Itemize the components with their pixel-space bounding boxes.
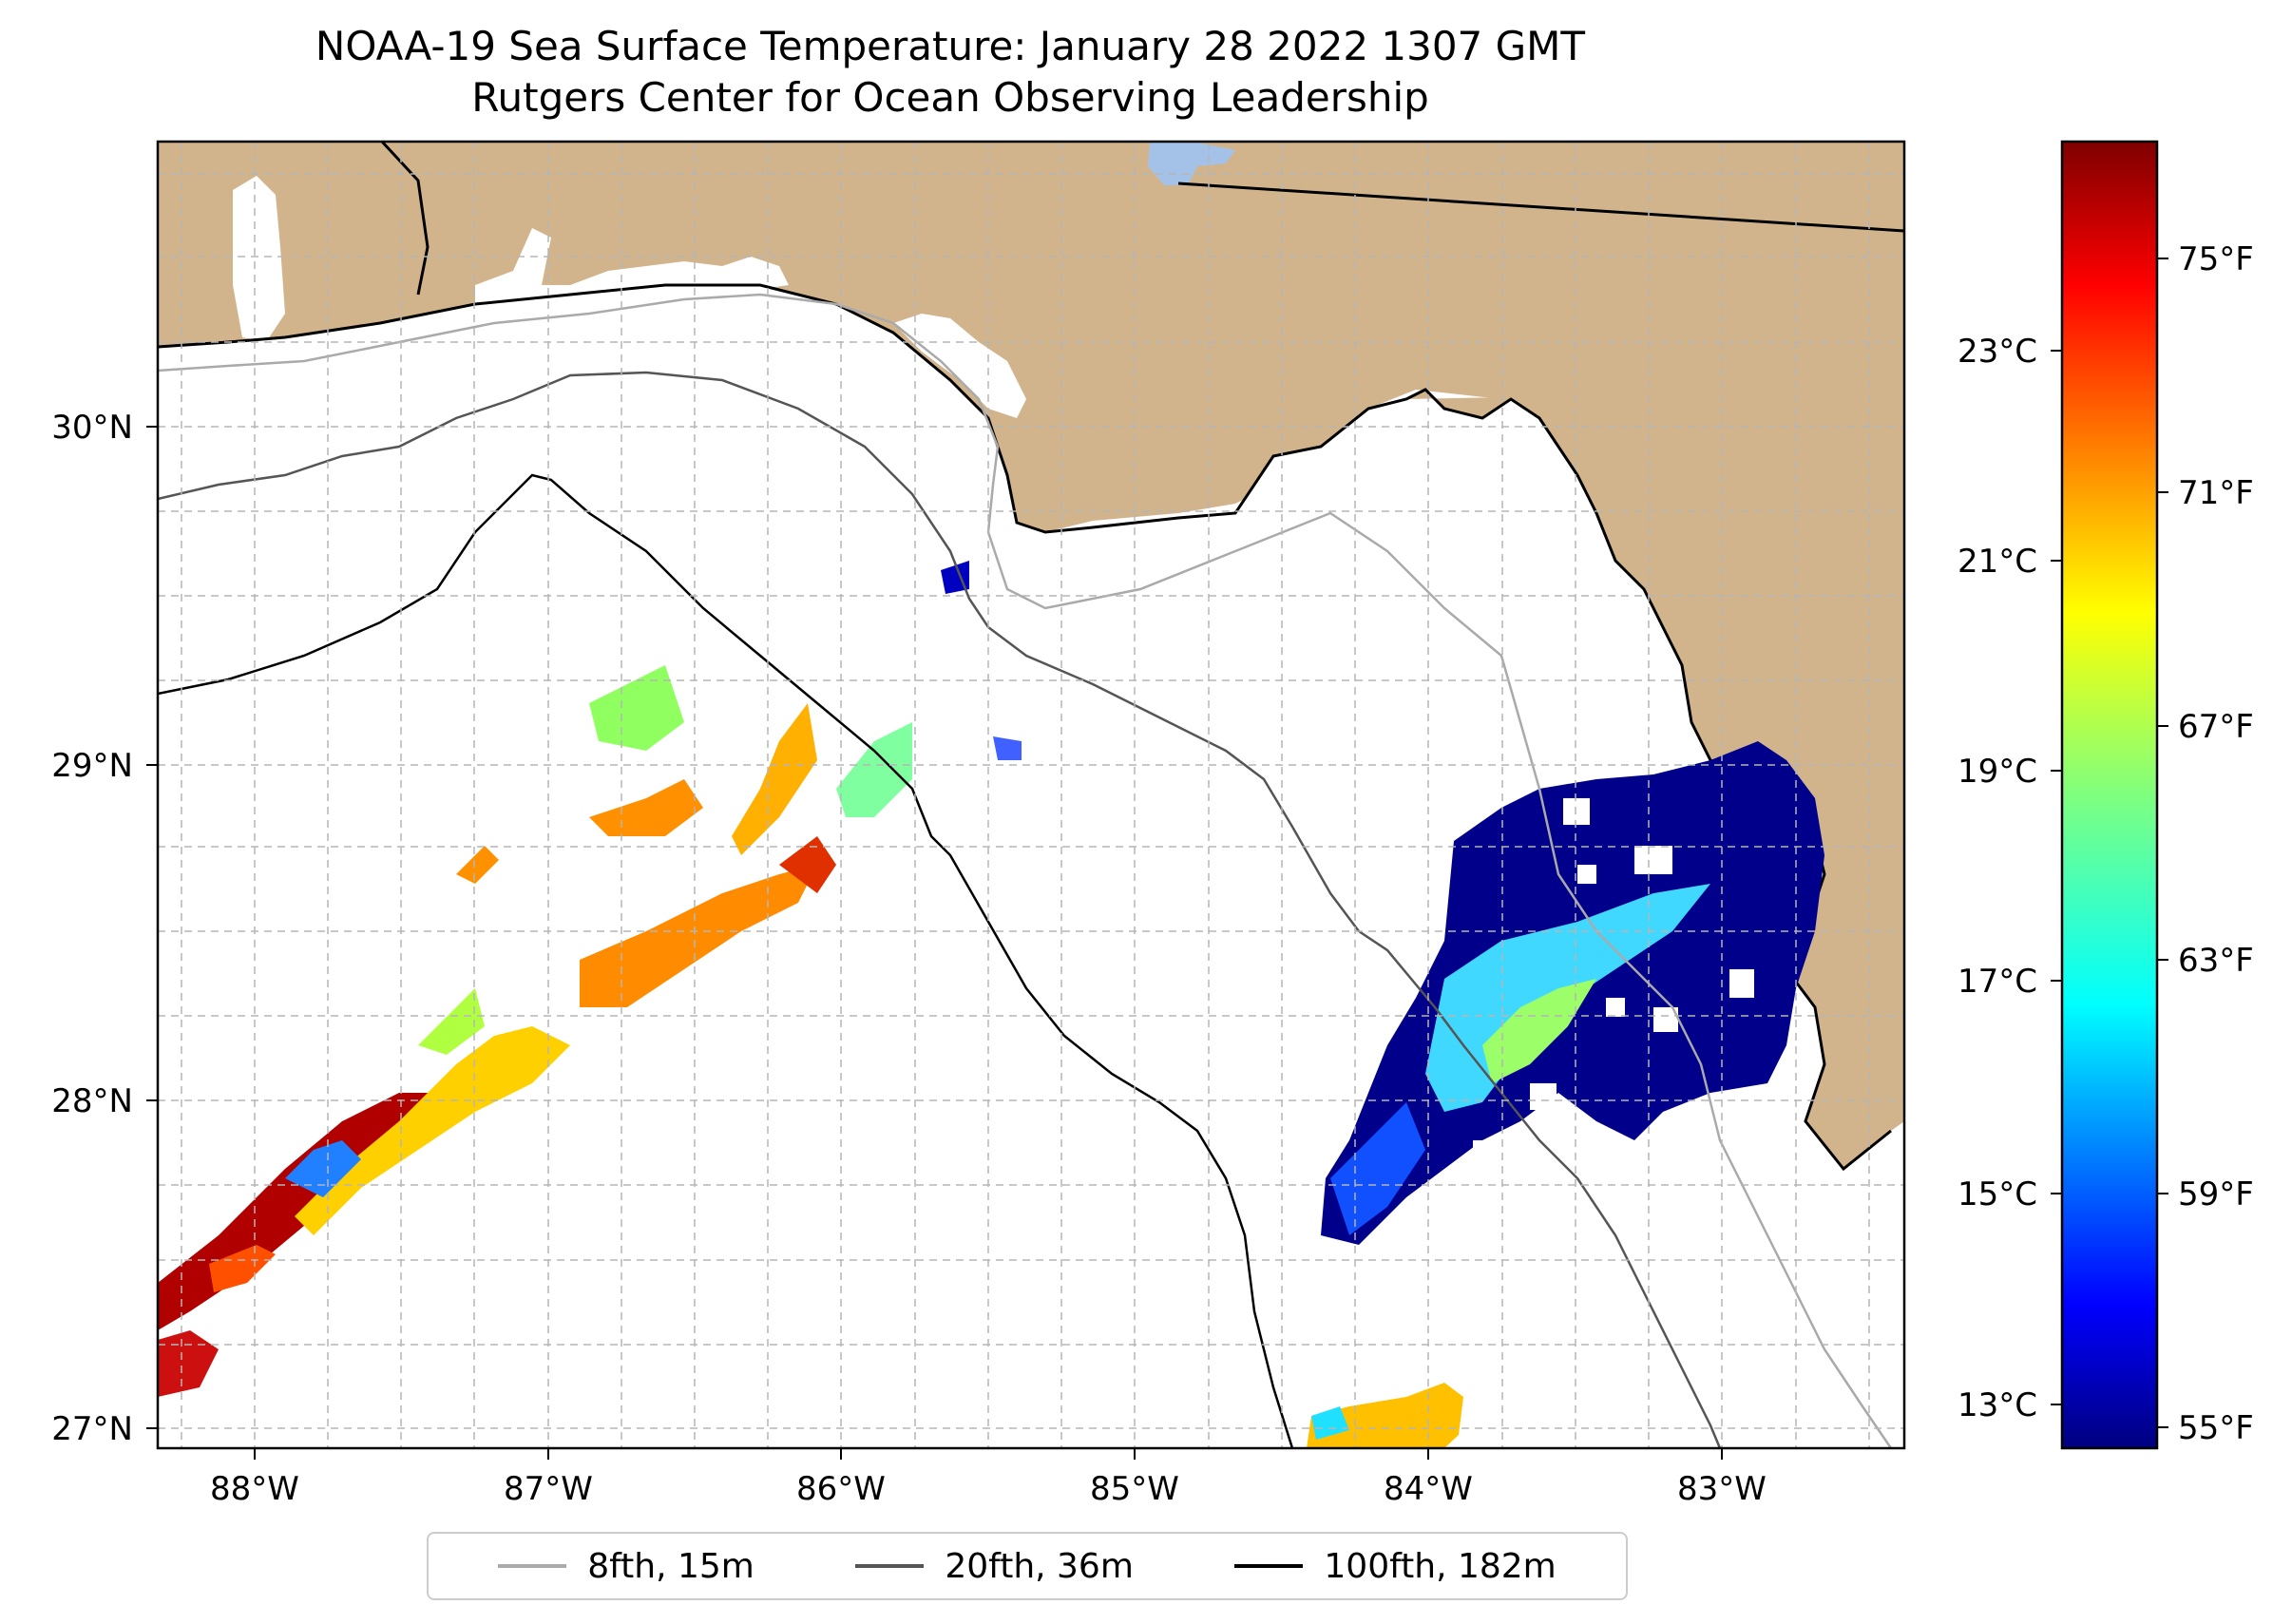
colorbar-fahrenheit-label: 59°F: [2178, 1175, 2254, 1213]
colorbar-fahrenheit-label: 67°F: [2178, 708, 2254, 746]
bay-apalachee: [1045, 494, 1254, 542]
sst-patch-north-orange: [589, 779, 703, 836]
legend-item-36m: 20fth, 36m: [855, 1547, 1134, 1586]
x-tick-label: 87°W: [504, 1470, 593, 1508]
y-tick-label: 29°N: [51, 747, 133, 785]
sst-patch-small-orange: [456, 846, 499, 884]
legend-label: 8fth, 15m: [587, 1546, 754, 1586]
y-tick-label: 30°N: [51, 409, 133, 447]
bay-mobile: [233, 176, 285, 342]
contour-15m: [158, 293, 1893, 1448]
legend-line-icon: [498, 1564, 567, 1568]
colorbar-celsius-label: 21°C: [1958, 543, 2037, 581]
sst-patch-mid-orange: [580, 865, 817, 1007]
legend-line-icon: [1234, 1564, 1304, 1568]
sst-patch-west-red2: [158, 1330, 219, 1397]
map-panel[interactable]: [158, 142, 1904, 1448]
gridlines: [158, 142, 1904, 1448]
map-frame: [156, 140, 1906, 1450]
state-border: [1177, 182, 1904, 233]
colorbar-ticks: [2051, 258, 2168, 1428]
colorbar-fahrenheit-label: 55°F: [2178, 1409, 2254, 1447]
colorbar-celsius-label: 15°C: [1958, 1175, 2037, 1213]
sst-patch-north-mix: [589, 665, 684, 751]
y-tick-label: 27°N: [51, 1410, 133, 1448]
legend-item-182m: 100fth, 182m: [1234, 1546, 1557, 1586]
legend-item-15m: 8fth, 15m: [498, 1547, 754, 1586]
sst-patch-south: [1307, 1383, 1463, 1448]
colorbar-fahrenheit-label: 75°F: [2178, 240, 2254, 278]
sst-patch-east-green: [1482, 979, 1596, 1083]
map-subtitle: Rutgers Center for Ocean Observing Leade…: [471, 74, 1429, 121]
x-tick-label: 86°W: [796, 1470, 886, 1508]
sst-patch-north-green: [836, 722, 912, 817]
colorbar-fahrenheit-label: 63°F: [2178, 942, 2254, 980]
colorbar: [2060, 140, 2159, 1450]
contour-36m: [158, 371, 1722, 1448]
x-tick-label: 85°W: [1090, 1470, 1179, 1508]
contour-legend: 8fth, 15m 20fth, 36m 100fth, 182m: [427, 1532, 1628, 1600]
sst-patch-south-cyan: [1311, 1406, 1349, 1440]
sst-patch-north-yellow: [732, 703, 817, 855]
legend-label: 20fth, 36m: [945, 1546, 1134, 1586]
y-tick-label: 28°N: [51, 1082, 133, 1120]
sst-patch-west-mix2: [285, 1140, 361, 1197]
colorbar-celsius-label: 23°C: [1958, 333, 2037, 371]
bay-pensacola: [475, 228, 789, 309]
colorbar-celsius-label: 13°C: [1958, 1386, 2037, 1424]
bay-apalachicola: [893, 314, 1026, 418]
sst-patch-west-mix: [295, 1026, 570, 1235]
x-tick-label: 88°W: [210, 1470, 299, 1508]
land-panhandle: [158, 142, 1904, 532]
x-tick-label: 84°W: [1384, 1470, 1473, 1508]
legend-line-icon: [855, 1564, 925, 1568]
sst-patch-east-blue: [1330, 1102, 1425, 1235]
land-florida: [1406, 390, 1904, 1169]
sst-patch-west-small: [209, 1245, 276, 1292]
map-title: NOAA-19 Sea Surface Temperature: January…: [315, 23, 1586, 69]
sst-patch-small-blue2: [993, 736, 1022, 760]
state-border-al: [380, 142, 430, 296]
colorbar-celsius-label: 19°C: [1958, 753, 2037, 791]
colorbar-fahrenheit-label: 71°F: [2178, 474, 2254, 512]
x-tick-label: 83°W: [1677, 1470, 1767, 1508]
contour-182m: [158, 473, 1294, 1448]
sst-patch-west-green: [418, 988, 485, 1055]
sst-patch-north-red: [779, 836, 836, 893]
axis-ticks: [146, 426, 1723, 1460]
colorbar-celsius-label: 17°C: [1958, 963, 2037, 1001]
legend-label: 100fth, 182m: [1324, 1546, 1557, 1586]
sst-patch-small-blue1: [941, 561, 969, 594]
